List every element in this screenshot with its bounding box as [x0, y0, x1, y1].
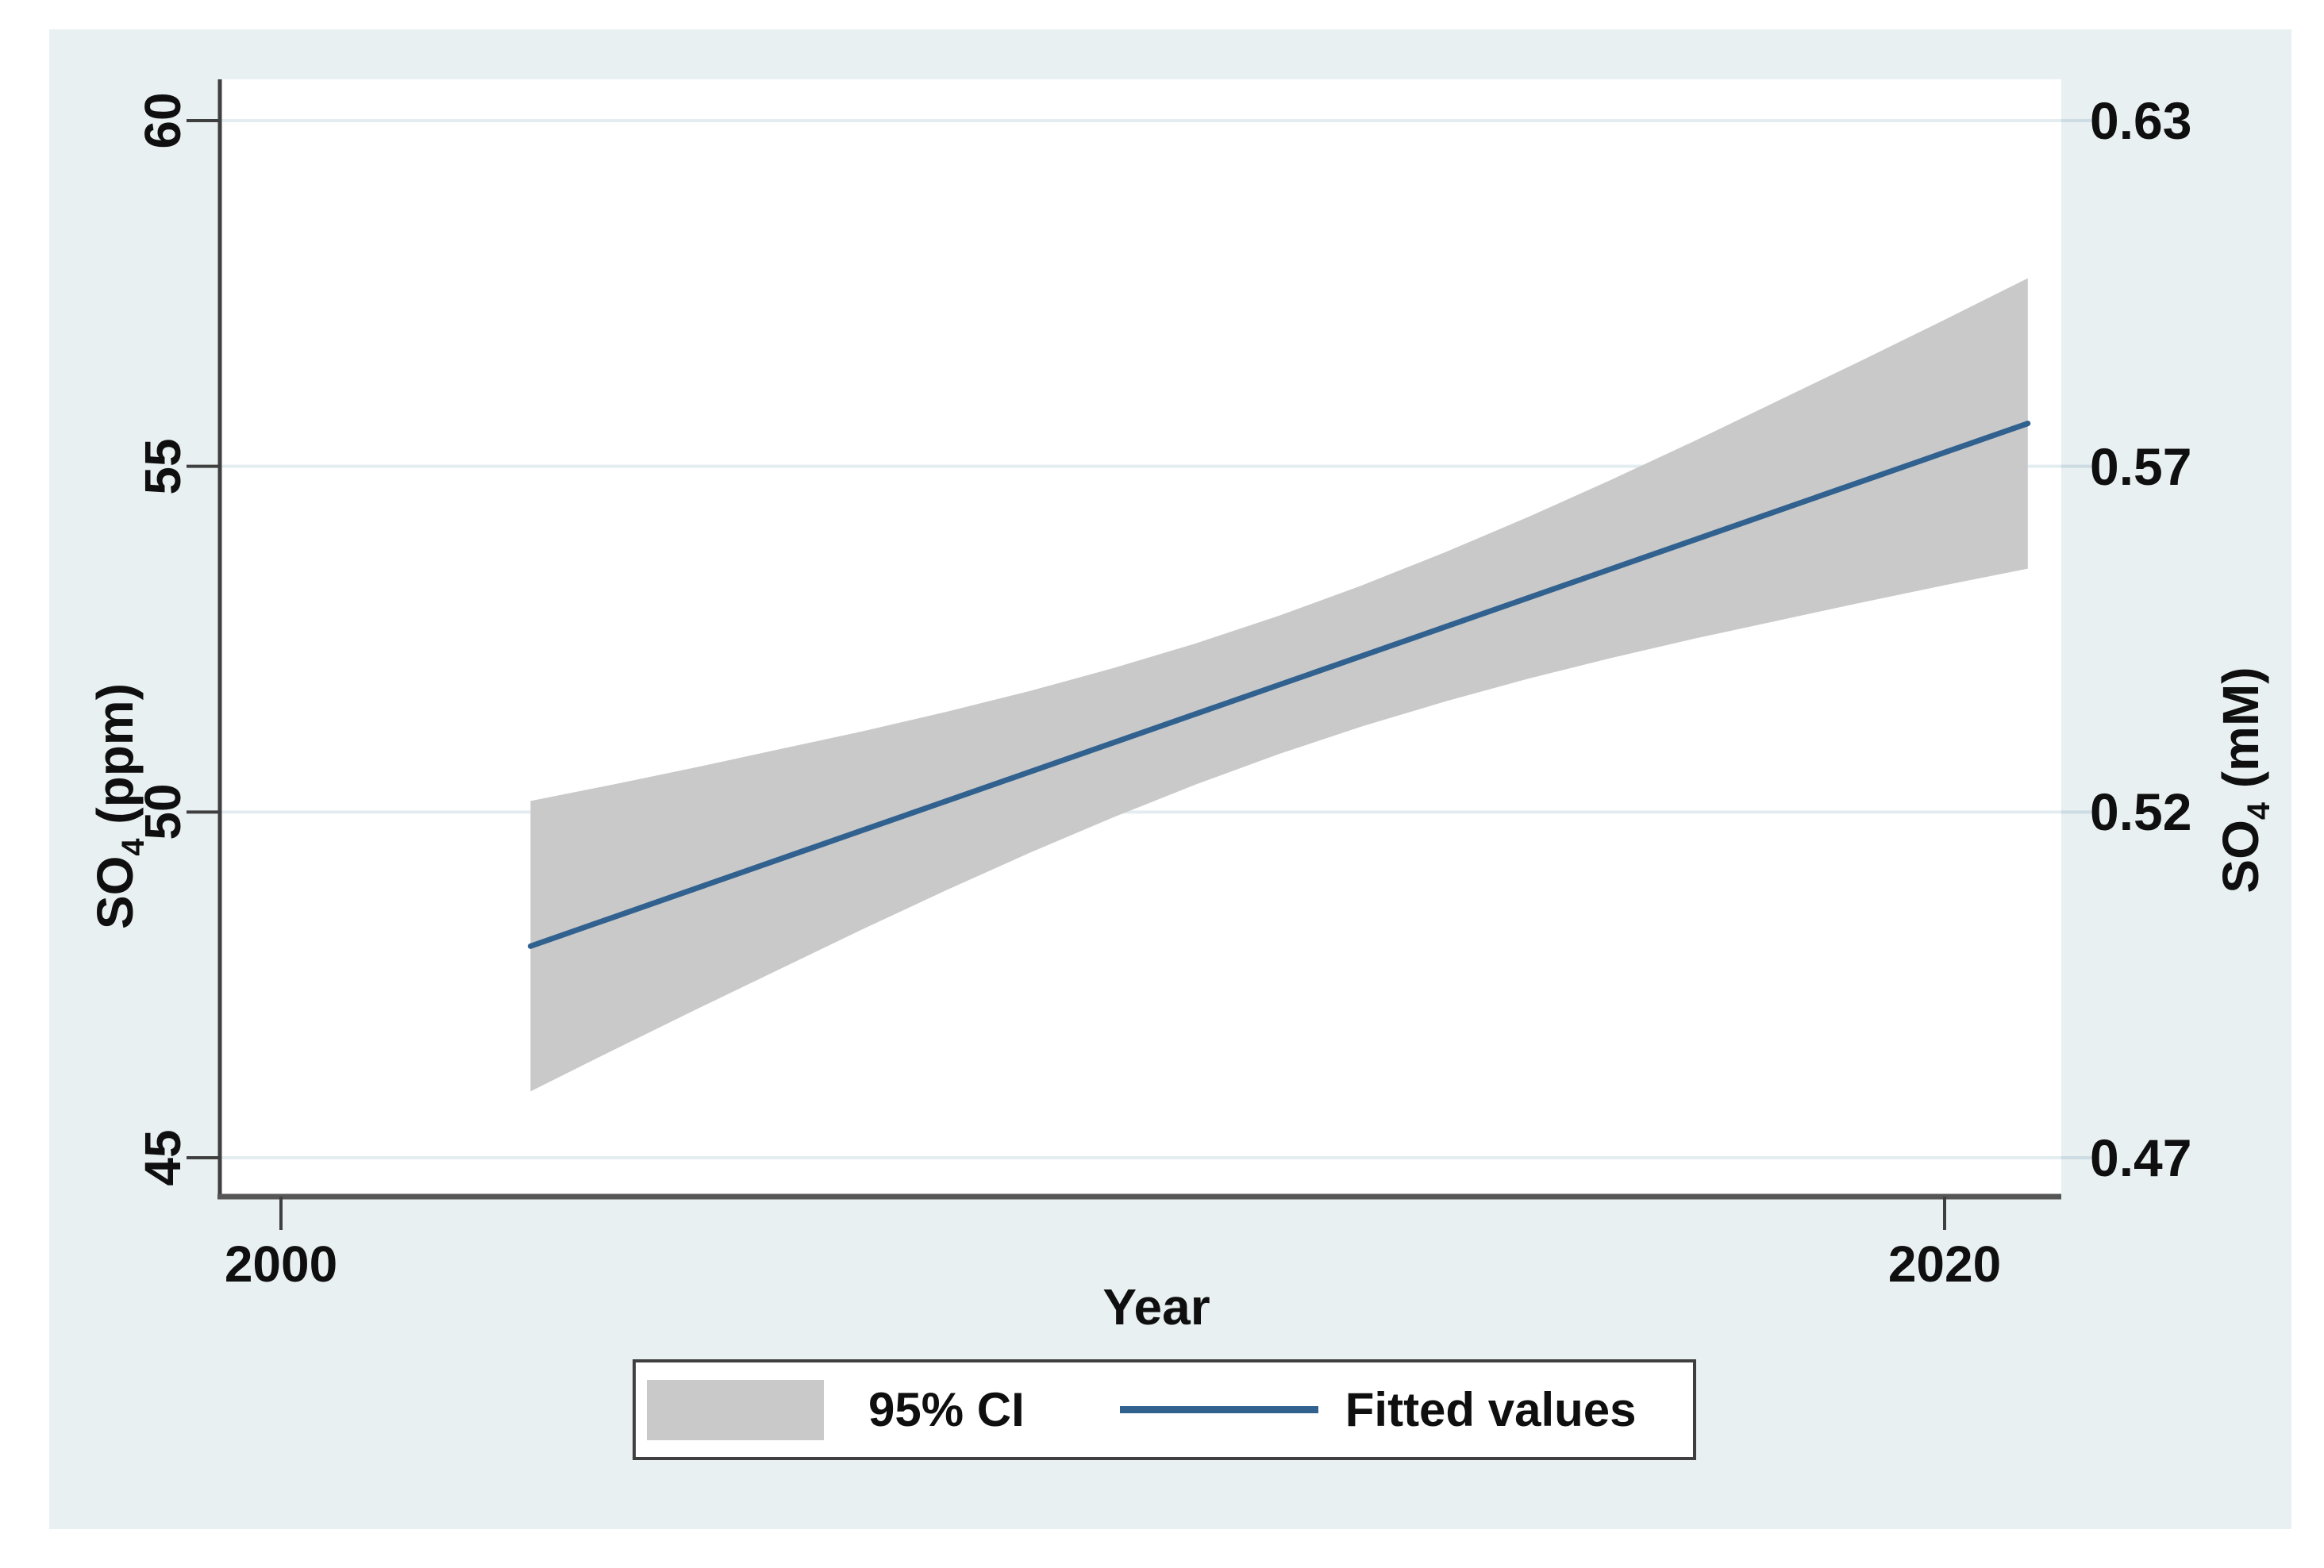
y-tick-label-left-45: 45: [134, 1129, 191, 1186]
x-tick-label-2020: 2020: [1887, 1236, 2002, 1293]
y-axis-title-left: SO4 (ppm): [87, 608, 151, 1005]
y-left-title-sub: 4: [115, 838, 151, 856]
legend-ci-label: 95% CI: [868, 1383, 1025, 1436]
y-tick-label-right-50: 0.52: [2090, 782, 2192, 842]
x-axis-title: Year: [1102, 1278, 1210, 1335]
y-tick-label-right-60: 0.63: [2090, 91, 2192, 150]
y-right-title-suffix: (mM): [2212, 667, 2269, 803]
y-tick-label-right-45: 0.47: [2090, 1128, 2192, 1187]
y-tick-label-left-60: 60: [134, 92, 191, 149]
y-left-title-suffix: (ppm): [87, 682, 144, 839]
y-axis-title-right: SO4 (mM): [2212, 582, 2276, 978]
y-right-title-prefix: SO: [2212, 820, 2269, 894]
y-tick-label-left-50: 50: [134, 783, 191, 840]
y-tick-label-left-55: 55: [134, 438, 191, 495]
fitted-line: [527, 421, 2031, 949]
x-tick-label-2000: 2000: [224, 1236, 338, 1293]
y-right-title-sub: 4: [2241, 802, 2276, 821]
legend-fitted-line-sample: [1119, 1406, 1318, 1413]
legend-fitted-label: Fitted values: [1345, 1383, 1637, 1436]
legend: 95% CI Fitted values: [633, 1359, 1696, 1460]
y-left-title-prefix: SO: [87, 855, 144, 930]
plot-background: [220, 79, 2061, 1197]
legend-ci-swatch: [647, 1379, 824, 1440]
y-tick-label-right-55: 0.57: [2090, 436, 2192, 496]
